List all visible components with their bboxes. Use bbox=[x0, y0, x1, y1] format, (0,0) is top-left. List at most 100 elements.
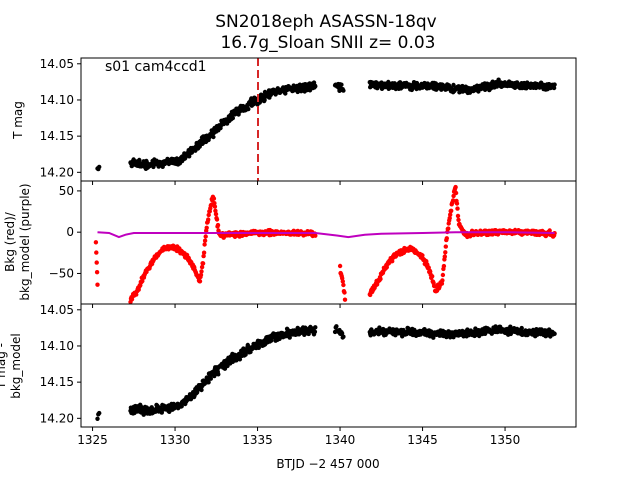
bkg-data-point bbox=[455, 213, 461, 219]
bkg-data-point bbox=[211, 196, 217, 201]
bkg-data-point bbox=[340, 279, 345, 284]
bkg-data-point bbox=[341, 282, 346, 288]
title-line-1: SN2018eph ASASSN-18qv bbox=[215, 12, 436, 32]
bkg-data-point bbox=[94, 270, 100, 275]
top-data-point bbox=[137, 157, 142, 163]
bkg-data-point bbox=[201, 250, 207, 255]
bkg-data-point bbox=[201, 253, 206, 259]
bottom-data-point bbox=[243, 352, 248, 357]
panel-bottom-magnitude-minus-model: 14.05 14.10 14.15 14.20 T mag - bkg_model bbox=[0, 303, 577, 428]
bkg-data-point bbox=[456, 217, 461, 223]
panel-annotation: s01 cam4ccd1 bbox=[105, 59, 207, 75]
bottom-data-point bbox=[334, 324, 339, 329]
bottom-data-point bbox=[208, 376, 213, 381]
bottom-data-point bbox=[199, 387, 204, 393]
bkg-data-point bbox=[197, 279, 203, 284]
bottom-points-layer bbox=[95, 324, 557, 421]
bkg-data-point bbox=[198, 272, 204, 278]
bkg-data-point bbox=[430, 274, 435, 279]
title-line-2: 16.7g_Sloan SNII z= 0.03 bbox=[220, 33, 435, 53]
bkg-data-point bbox=[448, 212, 453, 217]
top-y-ticks: 14.05 14.10 14.15 14.20 bbox=[40, 57, 81, 179]
bottom-data-point bbox=[237, 357, 243, 362]
bottom-data-point bbox=[95, 416, 100, 421]
top-data-point bbox=[262, 97, 267, 103]
x-tick-label: 1335 bbox=[242, 433, 273, 447]
top-data-point bbox=[552, 82, 557, 87]
top-ylabel: T mag bbox=[11, 101, 25, 140]
bkg-data-point bbox=[213, 208, 218, 213]
y-tick-label: 14.10 bbox=[40, 93, 74, 107]
bkg-data-point bbox=[449, 208, 454, 213]
y-tick-label: 14.15 bbox=[40, 129, 74, 143]
top-points-layer bbox=[95, 77, 557, 172]
bottom-data-point bbox=[269, 338, 274, 343]
bkg-data-point bbox=[443, 250, 448, 255]
bottom-data-point bbox=[519, 325, 524, 331]
bkg-data-point bbox=[342, 297, 348, 302]
top-data-point bbox=[246, 106, 251, 112]
bkg-data-point bbox=[93, 240, 99, 245]
bkg-data-point bbox=[390, 259, 395, 264]
bkg-model-line bbox=[97, 231, 555, 239]
bkg-data-point bbox=[214, 217, 220, 222]
bottom-data-point bbox=[552, 331, 557, 336]
bkg-data-point bbox=[440, 272, 446, 278]
bottom-data-point bbox=[313, 325, 318, 330]
bkg-data-point bbox=[213, 211, 219, 217]
bottom-data-point bbox=[341, 334, 346, 339]
x-axis-ticks: 1325 1330 1335 1340 1345 1350 bbox=[77, 181, 520, 447]
top-data-point bbox=[341, 88, 346, 93]
bkg-data-point bbox=[199, 264, 205, 270]
top-data-point bbox=[230, 115, 235, 121]
bkg-data-point bbox=[451, 193, 456, 199]
x-tick-label: 1340 bbox=[325, 433, 356, 447]
bkg-data-point bbox=[432, 283, 437, 289]
bkg-data-point bbox=[443, 244, 448, 249]
bkg-data-point bbox=[206, 212, 211, 218]
y-tick-label: 0 bbox=[66, 225, 74, 239]
middle-y-ticks: 50 0 −50 bbox=[49, 184, 81, 280]
bkg-data-point bbox=[337, 263, 343, 269]
panel-top-magnitude: s01 cam4ccd1 14.05 14.10 14.15 14.20 T mag bbox=[11, 57, 577, 182]
bottom-data-point bbox=[234, 358, 239, 363]
top-data-point bbox=[211, 134, 216, 140]
bkg-data-point bbox=[94, 260, 99, 265]
bottom-data-point bbox=[287, 335, 292, 340]
x-tick-label: 1330 bbox=[160, 433, 191, 447]
bkg-data-point bbox=[342, 290, 347, 295]
bkg-data-point bbox=[450, 198, 456, 203]
bottom-ylabel-line-1: T mag - bbox=[0, 343, 8, 390]
bkg-data-point bbox=[378, 276, 383, 282]
bkg-data-point bbox=[420, 253, 425, 258]
x-tick-label: 1325 bbox=[77, 433, 108, 447]
bottom-data-point bbox=[188, 397, 194, 402]
top-data-point bbox=[283, 91, 288, 96]
y-tick-label: 14.05 bbox=[40, 57, 74, 71]
x-tick-label: 1345 bbox=[407, 433, 438, 447]
y-tick-label: 50 bbox=[59, 184, 74, 198]
top-data-point bbox=[551, 85, 557, 91]
bkg-data-point bbox=[453, 184, 458, 190]
top-data-point bbox=[313, 84, 318, 89]
y-tick-label: 14.20 bbox=[40, 165, 74, 179]
bottom-data-point bbox=[312, 329, 318, 334]
bkg-data-point bbox=[442, 254, 447, 259]
bottom-data-point bbox=[256, 345, 261, 350]
bkg-data-point bbox=[454, 201, 460, 206]
y-tick-label: 14.10 bbox=[40, 339, 74, 353]
bkg-data-point bbox=[446, 226, 451, 231]
bkg-data-point bbox=[440, 278, 445, 283]
bkg-data-point bbox=[94, 250, 99, 255]
y-tick-label: 14.20 bbox=[40, 411, 74, 425]
bottom-y-ticks: 14.05 14.10 14.15 14.20 bbox=[40, 303, 81, 425]
bkg-data-point bbox=[204, 225, 209, 230]
bkg-data-point bbox=[447, 215, 452, 221]
bkg-data-point bbox=[200, 261, 206, 266]
bkg-data-point bbox=[202, 242, 207, 247]
panel-bottom-frame bbox=[80, 303, 577, 428]
middle-ylabel-line-1: Bkg (red)/ bbox=[3, 211, 17, 272]
bkg-data-point bbox=[199, 269, 204, 274]
bottom-data-point bbox=[339, 331, 345, 336]
